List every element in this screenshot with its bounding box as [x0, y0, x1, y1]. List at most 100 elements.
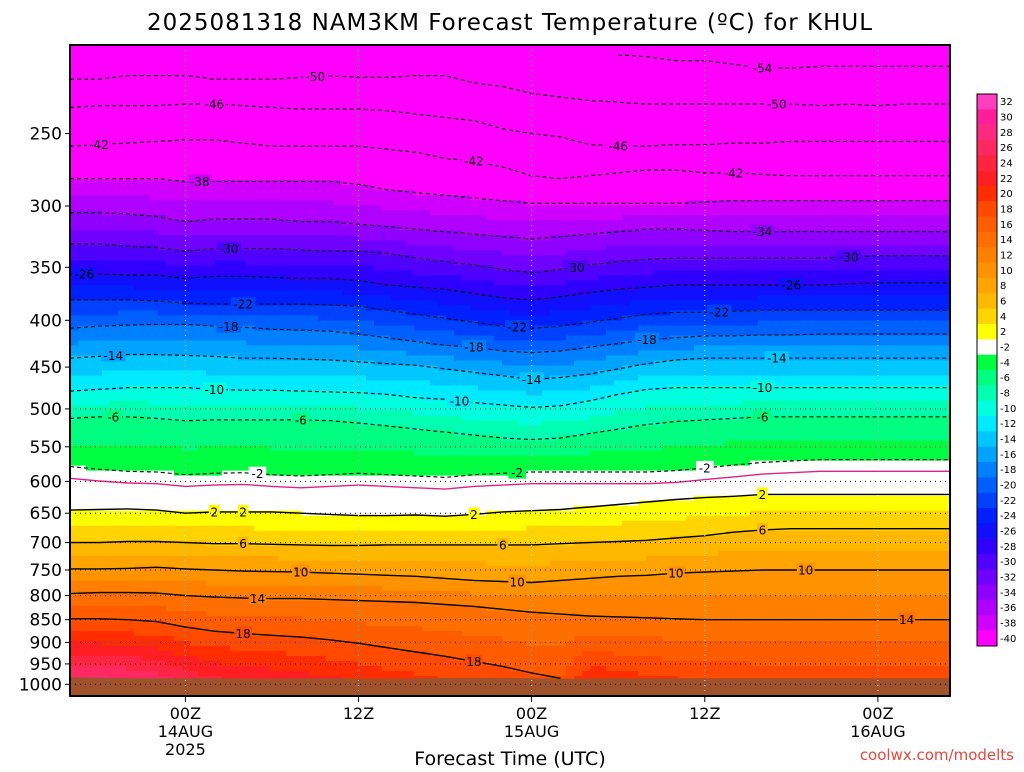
temperature-cell: [198, 295, 207, 301]
temperature-cell: [342, 601, 351, 607]
temperature-cell: [166, 185, 175, 191]
temperature-cell: [222, 576, 231, 582]
temperature-cell: [326, 280, 335, 286]
temperature-cell: [262, 105, 271, 111]
temperature-cell: [126, 651, 135, 657]
temperature-cell: [334, 340, 343, 346]
temperature-cell: [222, 365, 231, 371]
temperature-cell: [302, 190, 311, 196]
temperature-cell: [158, 295, 167, 301]
temperature-cell: [230, 551, 239, 557]
temperature-cell: [222, 666, 231, 672]
temperature-cell: [318, 235, 327, 241]
temperature-cell: [358, 355, 367, 361]
temperature-cell: [254, 150, 263, 156]
temperature-cell: [118, 501, 127, 507]
temperature-cell: [110, 85, 119, 91]
temperature-cell: [174, 220, 183, 226]
temperature-cell: [350, 115, 359, 121]
temperature-cell: [110, 365, 119, 371]
temperature-cell: [334, 491, 343, 497]
temperature-cell: [318, 616, 327, 622]
temperature-cell: [190, 325, 199, 331]
temperature-cell: [206, 496, 215, 502]
temperature-cell: [366, 636, 375, 642]
temperature-cell: [182, 80, 191, 86]
temperature-cell: [70, 310, 79, 316]
temperature-cell: [118, 120, 127, 126]
temperature-cell: [174, 110, 183, 116]
temperature-cell: [286, 626, 295, 632]
temperature-cell: [334, 416, 343, 422]
temperature-cell: [230, 110, 239, 116]
temperature-cell: [158, 210, 167, 216]
temperature-cell: [374, 55, 383, 61]
temperature-cell: [310, 55, 319, 61]
temperature-cell: [190, 230, 199, 236]
temperature-cell: [318, 536, 327, 542]
temperature-cell: [102, 120, 111, 126]
temperature-cell: [198, 611, 207, 617]
temperature-cell: [166, 230, 175, 236]
temperature-cell: [182, 235, 191, 241]
temperature-cell: [142, 310, 151, 316]
temperature-cell: [270, 255, 279, 261]
temperature-cell: [374, 195, 383, 201]
temperature-cell: [190, 315, 199, 321]
temperature-cell: [366, 110, 375, 116]
temperature-cell: [318, 230, 327, 236]
temperature-cell: [286, 521, 295, 527]
temperature-cell: [374, 170, 383, 176]
temperature-cell: [238, 451, 247, 457]
temperature-cell: [142, 115, 151, 121]
temperature-cell: [366, 381, 375, 387]
temperature-cell: [110, 190, 119, 196]
temperature-cell: [142, 501, 151, 507]
temperature-cell: [366, 315, 375, 321]
temperature-cell: [118, 180, 127, 186]
temperature-cell: [118, 185, 127, 191]
temperature-cell: [326, 501, 335, 507]
temperature-cell: [166, 155, 175, 161]
temperature-cell: [230, 285, 239, 291]
temperature-cell: [326, 611, 335, 617]
temperature-cell: [302, 130, 311, 136]
temperature-cell: [366, 85, 375, 91]
temperature-cell: [158, 461, 167, 467]
temperature-cell: [70, 436, 79, 442]
temperature-cell: [318, 85, 327, 91]
temperature-cell: [350, 436, 359, 442]
temperature-cell: [182, 245, 191, 251]
temperature-cell: [238, 521, 247, 527]
temperature-cell: [222, 571, 231, 577]
temperature-cell: [302, 340, 311, 346]
temperature-cell: [374, 140, 383, 146]
temperature-cell: [102, 641, 111, 647]
temperature-cell: [326, 441, 335, 447]
temperature-cell: [190, 446, 199, 452]
temperature-cell: [158, 220, 167, 226]
temperature-cell: [238, 396, 247, 402]
temperature-cell: [150, 476, 159, 482]
temperature-cell: [230, 506, 239, 512]
temperature-cell: [270, 556, 279, 562]
temperature-cell: [182, 130, 191, 136]
temperature-cell: [150, 441, 159, 447]
temperature-cell: [94, 120, 103, 126]
temperature-cell: [350, 205, 359, 211]
temperature-cell: [334, 280, 343, 286]
temperature-cell: [134, 491, 143, 497]
temperature-cell: [70, 255, 79, 261]
temperature-cell: [310, 651, 319, 657]
temperature-cell: [254, 561, 263, 567]
temperature-cell: [254, 666, 263, 672]
temperature-cell: [278, 466, 287, 472]
temperature-cell: [230, 491, 239, 497]
temperature-cell: [350, 100, 359, 106]
temperature-cell: [318, 95, 327, 101]
temperature-cell: [86, 646, 95, 652]
temperature-cell: [158, 426, 167, 432]
temperature-cell: [166, 260, 175, 266]
temperature-cell: [206, 536, 215, 542]
temperature-cell: [150, 110, 159, 116]
